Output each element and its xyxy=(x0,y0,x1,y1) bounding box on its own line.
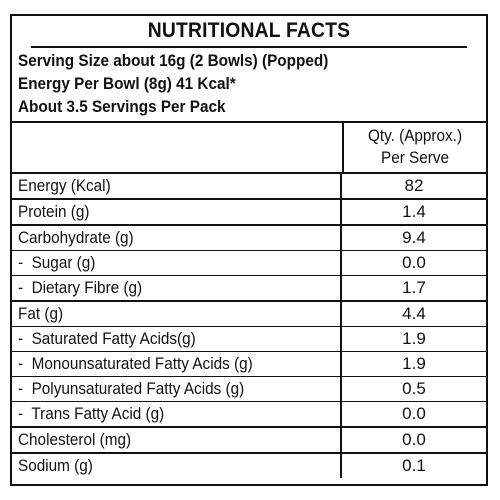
nutrient-label: - Dietary Fibre (g) xyxy=(18,278,143,297)
header-qty-line2: Per Serve xyxy=(380,148,450,167)
nutrient-label: - Polyunsaturated Fatty Acids (g) xyxy=(18,379,245,398)
table-row: Cholesterol (mg) 0.0 xyxy=(12,428,486,452)
nutrient-value: 1.7 xyxy=(402,278,426,297)
nutrient-group: Cholesterol (mg) 0.0 xyxy=(12,428,486,454)
nutrient-value: 0.0 xyxy=(402,430,426,449)
serving-size-line: Serving Size about 16g (2 Bowls) (Popped… xyxy=(18,51,329,70)
nutrient-label: Protein (g) xyxy=(18,202,90,221)
nutrient-value: 0.5 xyxy=(402,379,426,398)
table-row: Sodium (g) 0.1 xyxy=(12,454,486,478)
energy-per-bowl-line: Energy Per Bowl (8g) 41 Kcal* xyxy=(18,74,236,93)
nutrient-group: Fat (g) 4.4- Saturated Fatty Acids(g) 1.9-… xyxy=(12,302,486,428)
header-qty-line1: Qty. (Approx.) xyxy=(367,126,463,145)
nutrient-label: - Monounsaturated Fatty Acids (g) xyxy=(18,354,253,373)
header-qty-cell: Qty. (Approx.) Per Serve xyxy=(344,123,486,172)
nutrient-label-cell: Sodium (g) xyxy=(12,454,342,478)
servings-per-pack-line: About 3.5 Servings Per Pack xyxy=(18,97,226,116)
nutrient-label-cell: Cholesterol (mg) xyxy=(12,428,342,452)
nutrient-value: 0.0 xyxy=(402,253,426,272)
nutrient-label-cell: Protein (g) xyxy=(12,200,342,224)
panel-title: NUTRITIONAL FACTS xyxy=(30,16,468,48)
table-row: - Sugar (g) 0.0 xyxy=(12,251,486,276)
nutrient-label: Cholesterol (mg) xyxy=(18,430,132,449)
nutrient-label: - Sugar (g) xyxy=(18,253,96,272)
table-row: - Saturated Fatty Acids(g) 1.9 xyxy=(12,327,486,352)
nutrient-label-cell: Carbohydrate (g) xyxy=(12,226,342,250)
nutrition-facts-panel: NUTRITIONAL FACTS Serving Size about 16g… xyxy=(10,14,488,486)
nutrient-label: - Saturated Fatty Acids(g) xyxy=(18,329,196,348)
nutrient-value: 4.4 xyxy=(402,304,426,323)
nutrient-label-cell: - Trans Fatty Acid (g) xyxy=(12,402,342,426)
nutrient-group: Protein (g) 1.4 xyxy=(12,200,486,226)
table-row: - Polyunsaturated Fatty Acids (g) 0.5 xyxy=(12,377,486,402)
nutrient-label-cell: - Sugar (g) xyxy=(12,251,342,275)
serving-info: Serving Size about 16g (2 Bowls) (Popped… xyxy=(12,48,486,123)
table-header: Qty. (Approx.) Per Serve xyxy=(12,123,486,174)
nutrient-label-cell: - Saturated Fatty Acids(g) xyxy=(12,327,342,351)
nutrient-table-body: Energy (Kcal) 82 Protein (g) 1.4 Carbohydrat… xyxy=(12,174,486,478)
table-row: - Monounsaturated Fatty Acids (g) 1.9 xyxy=(12,352,486,377)
nutrient-group: Energy (Kcal) 82 xyxy=(12,174,486,200)
nutrient-value: 1.4 xyxy=(402,202,426,221)
table-row: - Dietary Fibre (g) 1.7 xyxy=(12,276,486,300)
header-label-cell xyxy=(12,123,344,172)
nutrient-value: 9.4 xyxy=(402,228,426,247)
nutrient-value: 1.9 xyxy=(402,354,426,373)
table-row: Carbohydrate (g) 9.4 xyxy=(12,226,486,251)
nutrient-value: 0.1 xyxy=(402,456,426,475)
table-row: Fat (g) 4.4 xyxy=(12,302,486,327)
nutrient-label-cell: Energy (Kcal) xyxy=(12,174,342,198)
table-row: - Trans Fatty Acid (g) 0.0 xyxy=(12,402,486,426)
nutrient-value: 1.9 xyxy=(402,329,426,348)
nutrient-label-cell: - Polyunsaturated Fatty Acids (g) xyxy=(12,377,342,401)
nutrient-label: - Trans Fatty Acid (g) xyxy=(18,404,165,423)
nutrient-label: Sodium (g) xyxy=(18,456,93,475)
nutrient-value: 82 xyxy=(404,176,424,195)
nutrient-label-cell: Fat (g) xyxy=(12,302,342,326)
nutrient-label: Fat (g) xyxy=(18,304,64,323)
nutrient-group: Carbohydrate (g) 9.4 - Sugar (g) 0.0 - Dieta… xyxy=(12,226,486,302)
nutrient-value: 0.0 xyxy=(402,404,426,423)
nutrient-label: Energy (Kcal) xyxy=(18,176,111,195)
nutrient-label-cell: - Monounsaturated Fatty Acids (g) xyxy=(12,352,342,376)
table-row: Energy (Kcal) 82 xyxy=(12,174,486,198)
nutrient-label-cell: - Dietary Fibre (g) xyxy=(12,276,342,300)
table-row: Protein (g) 1.4 xyxy=(12,200,486,224)
nutrient-group: Sodium (g) 0.1 xyxy=(12,454,486,478)
nutrient-label: Carbohydrate (g) xyxy=(18,228,134,247)
